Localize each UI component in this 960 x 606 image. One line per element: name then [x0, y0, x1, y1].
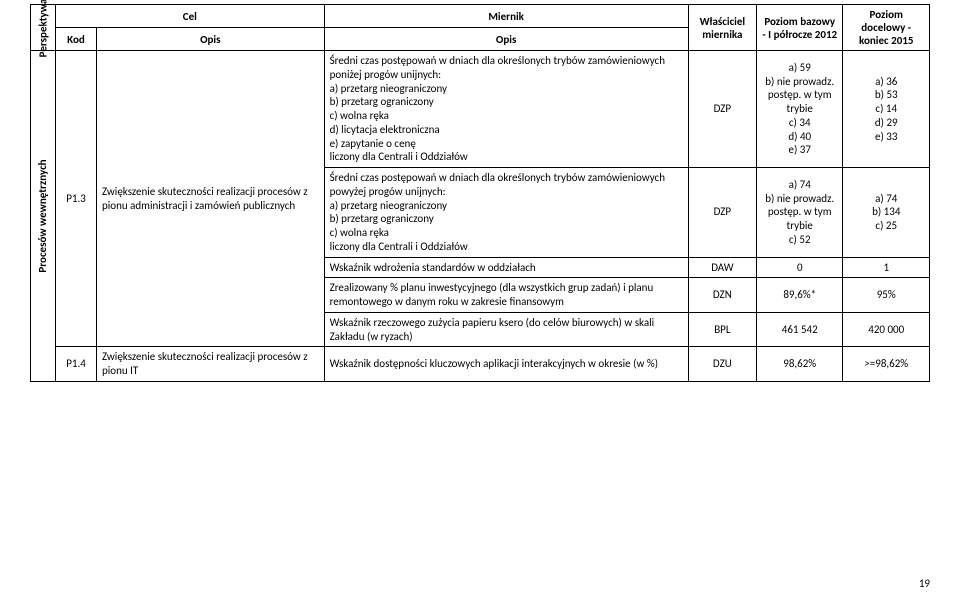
- header-perspektywa: Perspektywa: [31, 5, 56, 51]
- doc-cell: 1: [843, 257, 930, 278]
- page-number: 19: [919, 577, 930, 590]
- wlas-cell: DZU: [688, 347, 756, 382]
- table-body: Procesów wewnętrznych P1.3 Zwiększenie s…: [31, 51, 930, 382]
- doc-cell: 95%: [843, 278, 930, 313]
- wlas-cell: DAW: [688, 257, 756, 278]
- header-opis-cel: Opis: [96, 28, 324, 51]
- table-row: P1.4 Zwiększenie skuteczności realizacji…: [31, 347, 930, 382]
- miernik-cell: Wskaźnik wdrożenia standardów w oddziała…: [324, 257, 688, 278]
- baz-cell: 461 542: [756, 312, 842, 347]
- miernik-cell: Wskaźnik dostępności kluczowych aplikacj…: [324, 347, 688, 382]
- perspektywa-cell: Procesów wewnętrznych: [31, 51, 56, 382]
- header-cel: Cel: [56, 5, 325, 28]
- page-content: Perspektywa Cel Miernik Właściciel miern…: [0, 0, 960, 386]
- header-miernik: Miernik: [324, 5, 688, 28]
- wlas-cell: DZP: [688, 168, 756, 258]
- baz-cell: 0: [756, 257, 842, 278]
- miernik-cell: Średni czas postępowań w dniach dla okre…: [324, 51, 688, 168]
- kod-cell: P1.3: [56, 51, 97, 347]
- baz-cell: a) 59 b) nie prowadz. postęp. w tym tryb…: [756, 51, 842, 168]
- header-bazowy: Poziom bazowy - I półrocze 2012: [756, 5, 842, 51]
- baz-cell: a) 74 b) nie prowadz. postęp. w tym tryb…: [756, 168, 842, 258]
- goals-table: Perspektywa Cel Miernik Właściciel miern…: [30, 4, 930, 382]
- header-docelowy: Poziom docelowy - koniec 2015: [843, 5, 930, 51]
- wlas-cell: BPL: [688, 312, 756, 347]
- wlas-cell: DZN: [688, 278, 756, 313]
- doc-cell: a) 36 b) 53 c) 14 d) 29 e) 33: [843, 51, 930, 168]
- cel-cell: Zwiększenie skuteczności realizacji proc…: [96, 347, 324, 382]
- header-row-1: Perspektywa Cel Miernik Właściciel miern…: [31, 5, 930, 28]
- header-perspektywa-label: Perspektywa: [37, 0, 50, 57]
- cel-cell: Zwiększenie skuteczności realizacji proc…: [96, 51, 324, 347]
- kod-cell: P1.4: [56, 347, 97, 382]
- wlas-cell: DZP: [688, 51, 756, 168]
- header-opis-miernik: Opis: [324, 28, 688, 51]
- table-row: Procesów wewnętrznych P1.3 Zwiększenie s…: [31, 51, 930, 168]
- miernik-cell: Wskaźnik rzeczowego zużycia papieru kser…: [324, 312, 688, 347]
- perspektywa-label: Procesów wewnętrznych: [36, 159, 50, 272]
- header-kod: Kod: [56, 28, 97, 51]
- header-wlasciciel: Właściciel miernika: [688, 5, 756, 51]
- table-header: Perspektywa Cel Miernik Właściciel miern…: [31, 5, 930, 51]
- miernik-cell: Zrealizowany % planu inwestycyjnego (dla…: [324, 278, 688, 313]
- miernik-cell: Średni czas postępowań w dniach dla okre…: [324, 168, 688, 258]
- doc-cell: >=98,62%: [843, 347, 930, 382]
- baz-cell: 98,62%: [756, 347, 842, 382]
- baz-cell: 89,6%*: [756, 278, 842, 313]
- doc-cell: 420 000: [843, 312, 930, 347]
- doc-cell: a) 74 b) 134 c) 25: [843, 168, 930, 258]
